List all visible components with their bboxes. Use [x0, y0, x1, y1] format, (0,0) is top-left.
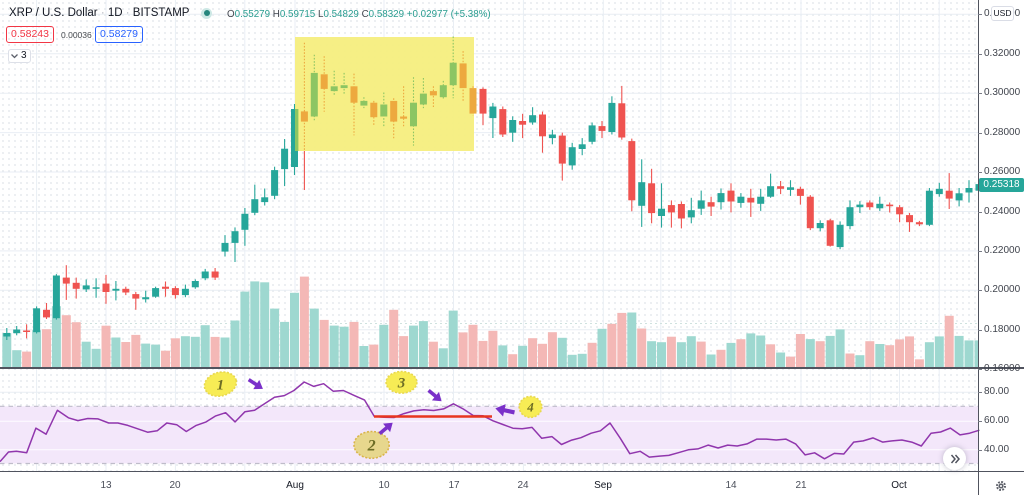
svg-text:4: 4: [526, 400, 534, 415]
svg-text:2: 2: [367, 438, 376, 455]
svg-text:1: 1: [217, 378, 225, 394]
svg-text:3: 3: [397, 376, 406, 392]
